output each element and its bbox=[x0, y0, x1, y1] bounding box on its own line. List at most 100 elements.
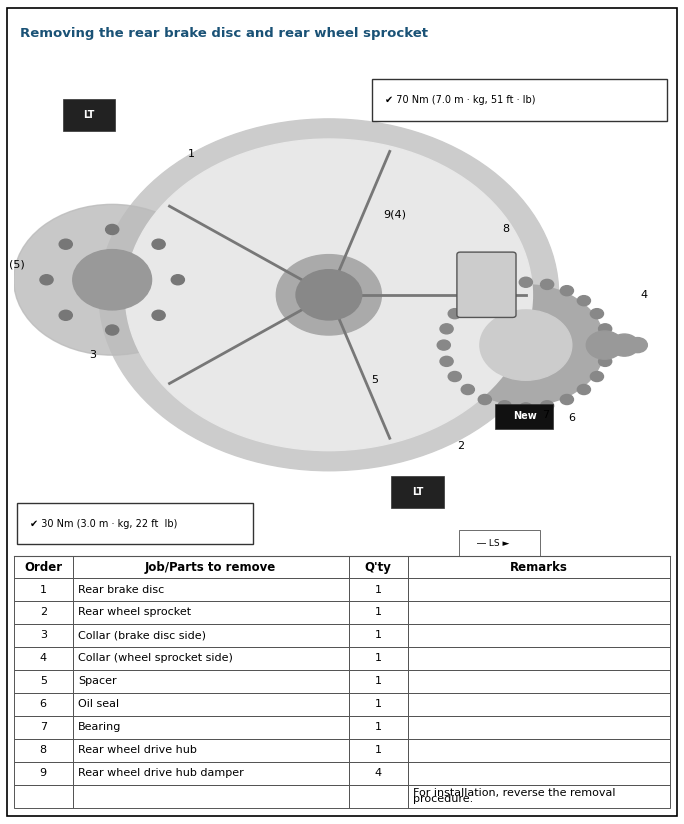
Circle shape bbox=[296, 269, 362, 320]
Text: Q'ty: Q'ty bbox=[365, 560, 391, 574]
Bar bbox=[349, 738, 408, 761]
Bar bbox=[14, 624, 73, 647]
Text: For installation, reverse the removal: For installation, reverse the removal bbox=[413, 788, 616, 798]
Text: ✔ 70 Nm (7.0 m · kg, 51 ft · lb): ✔ 70 Nm (7.0 m · kg, 51 ft · lb) bbox=[384, 95, 535, 105]
Text: Rear wheel drive hub: Rear wheel drive hub bbox=[78, 745, 197, 755]
Text: ✔ 30 Nm (3.0 m · kg, 22 ft  lb): ✔ 30 Nm (3.0 m · kg, 22 ft lb) bbox=[30, 518, 177, 528]
Text: 1: 1 bbox=[375, 630, 382, 640]
FancyBboxPatch shape bbox=[457, 252, 516, 317]
Circle shape bbox=[60, 239, 73, 249]
Circle shape bbox=[14, 204, 211, 355]
Bar bbox=[14, 784, 73, 808]
Bar bbox=[14, 738, 73, 761]
Circle shape bbox=[498, 279, 511, 289]
Text: 8: 8 bbox=[40, 745, 47, 755]
Text: 1: 1 bbox=[375, 700, 382, 709]
Bar bbox=[349, 578, 408, 601]
Text: Rear wheel drive hub damper: Rear wheel drive hub damper bbox=[78, 768, 244, 778]
Bar bbox=[14, 578, 73, 601]
Circle shape bbox=[440, 324, 453, 334]
Bar bbox=[73, 738, 349, 761]
Circle shape bbox=[590, 309, 603, 319]
Text: 4: 4 bbox=[640, 290, 648, 300]
Circle shape bbox=[540, 400, 553, 411]
Circle shape bbox=[60, 311, 73, 321]
Circle shape bbox=[125, 139, 532, 451]
Text: Collar (wheel sprocket side): Collar (wheel sprocket side) bbox=[78, 653, 233, 663]
Text: 1: 1 bbox=[375, 584, 382, 595]
Circle shape bbox=[171, 274, 185, 285]
Text: 1: 1 bbox=[375, 722, 382, 733]
Bar bbox=[73, 578, 349, 601]
FancyBboxPatch shape bbox=[495, 405, 553, 429]
Text: LT: LT bbox=[412, 487, 423, 497]
Text: Rear brake disc: Rear brake disc bbox=[78, 584, 164, 595]
Bar bbox=[73, 693, 349, 716]
Circle shape bbox=[560, 286, 573, 296]
Text: 6: 6 bbox=[40, 700, 47, 709]
Text: 7: 7 bbox=[40, 722, 47, 733]
Bar bbox=[349, 601, 408, 624]
Circle shape bbox=[152, 239, 165, 249]
Circle shape bbox=[448, 372, 461, 382]
Circle shape bbox=[99, 119, 559, 471]
Bar bbox=[408, 693, 670, 716]
Circle shape bbox=[598, 324, 611, 334]
FancyBboxPatch shape bbox=[459, 530, 540, 557]
FancyBboxPatch shape bbox=[17, 503, 253, 544]
Circle shape bbox=[560, 395, 573, 405]
Text: 4: 4 bbox=[375, 768, 382, 778]
Bar bbox=[408, 784, 670, 808]
Text: 9(4): 9(4) bbox=[383, 209, 406, 219]
Bar bbox=[408, 601, 670, 624]
Bar bbox=[73, 784, 349, 808]
Text: Rear wheel sprocket: Rear wheel sprocket bbox=[78, 607, 192, 617]
Bar bbox=[408, 670, 670, 693]
Text: Spacer: Spacer bbox=[78, 677, 117, 686]
Text: Remarks: Remarks bbox=[510, 560, 568, 574]
Text: 2: 2 bbox=[457, 441, 464, 451]
Circle shape bbox=[448, 309, 461, 319]
Text: 4: 4 bbox=[40, 653, 47, 663]
Circle shape bbox=[519, 403, 532, 413]
Text: Job/Parts to remove: Job/Parts to remove bbox=[145, 560, 276, 574]
Text: Order: Order bbox=[24, 560, 62, 574]
Text: New: New bbox=[513, 411, 536, 421]
Bar bbox=[408, 716, 670, 738]
Text: 5: 5 bbox=[40, 677, 47, 686]
Circle shape bbox=[610, 334, 639, 356]
Text: 3: 3 bbox=[40, 630, 47, 640]
Bar bbox=[408, 556, 670, 578]
Circle shape bbox=[628, 338, 647, 353]
Text: 9: 9 bbox=[40, 768, 47, 778]
Circle shape bbox=[447, 285, 605, 405]
Circle shape bbox=[577, 296, 590, 306]
Circle shape bbox=[105, 325, 119, 335]
Circle shape bbox=[519, 277, 532, 288]
Text: (5): (5) bbox=[9, 260, 25, 269]
Circle shape bbox=[498, 400, 511, 411]
Bar bbox=[73, 761, 349, 784]
Bar bbox=[408, 624, 670, 647]
Bar bbox=[349, 647, 408, 670]
Circle shape bbox=[152, 311, 165, 321]
Circle shape bbox=[601, 340, 614, 350]
Text: 1: 1 bbox=[40, 584, 47, 595]
Text: ― LS ►: ― LS ► bbox=[477, 539, 509, 548]
Circle shape bbox=[73, 250, 152, 310]
Text: 1: 1 bbox=[375, 677, 382, 686]
Bar bbox=[14, 761, 73, 784]
Bar bbox=[408, 578, 670, 601]
Circle shape bbox=[437, 340, 450, 350]
Bar bbox=[14, 716, 73, 738]
Bar bbox=[73, 624, 349, 647]
Circle shape bbox=[478, 395, 491, 405]
Text: LT: LT bbox=[83, 110, 95, 119]
Text: 2: 2 bbox=[40, 607, 47, 617]
Circle shape bbox=[461, 385, 475, 395]
Circle shape bbox=[40, 274, 53, 285]
Bar bbox=[14, 693, 73, 716]
Text: 5: 5 bbox=[371, 375, 378, 386]
Bar bbox=[349, 556, 408, 578]
Bar bbox=[349, 624, 408, 647]
